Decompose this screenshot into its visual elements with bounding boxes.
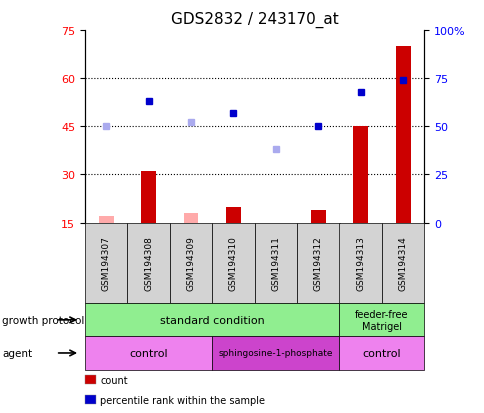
Title: GDS2832 / 243170_at: GDS2832 / 243170_at xyxy=(170,12,338,28)
Text: GSM194313: GSM194313 xyxy=(355,236,364,291)
Text: standard condition: standard condition xyxy=(160,315,264,325)
Text: GSM194314: GSM194314 xyxy=(398,236,407,291)
Text: count: count xyxy=(100,375,128,385)
Bar xyxy=(226,207,241,223)
Text: GSM194307: GSM194307 xyxy=(101,236,110,291)
Text: feeder-free
Matrigel: feeder-free Matrigel xyxy=(354,309,408,331)
Text: GSM194311: GSM194311 xyxy=(271,236,280,291)
Text: GSM194312: GSM194312 xyxy=(313,236,322,291)
Bar xyxy=(352,127,367,223)
Text: agent: agent xyxy=(2,348,32,358)
Bar xyxy=(310,210,325,223)
Text: control: control xyxy=(362,348,400,358)
Text: GSM194309: GSM194309 xyxy=(186,236,195,291)
Text: sphingosine-1-phosphate: sphingosine-1-phosphate xyxy=(218,349,333,358)
Text: control: control xyxy=(129,348,167,358)
Bar xyxy=(183,214,198,223)
Text: growth protocol: growth protocol xyxy=(2,315,85,325)
Text: percentile rank within the sample: percentile rank within the sample xyxy=(100,395,265,405)
Bar xyxy=(395,47,410,223)
Text: GSM194308: GSM194308 xyxy=(144,236,153,291)
Bar xyxy=(141,172,156,223)
Text: GSM194310: GSM194310 xyxy=(228,236,238,291)
Bar xyxy=(98,216,113,223)
